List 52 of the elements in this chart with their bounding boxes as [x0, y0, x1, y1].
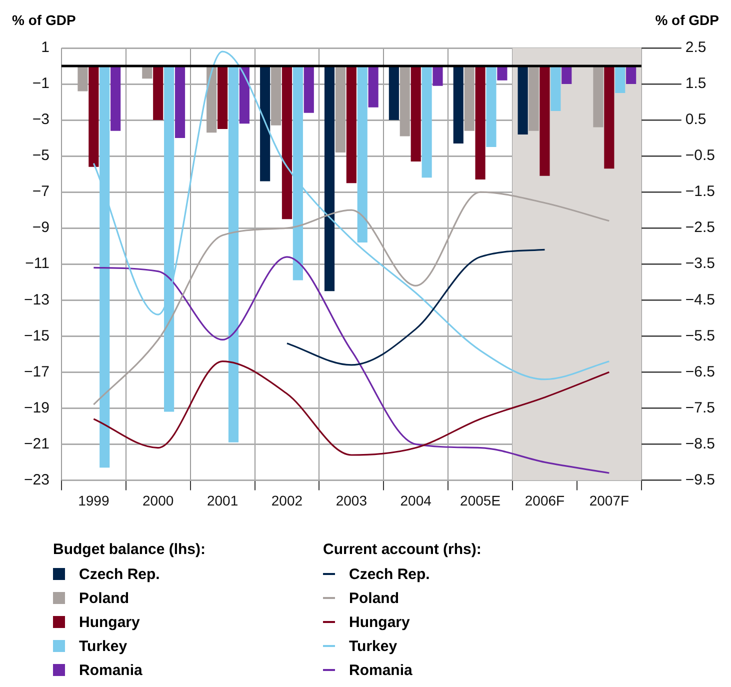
- y-tick-label: −13: [24, 291, 50, 308]
- legend-label: Romania: [79, 662, 142, 678]
- legend-label: Turkey: [349, 638, 398, 654]
- line-series: [92, 360, 610, 456]
- y2-tick-label: −2.5: [685, 219, 716, 236]
- y2-tick-label: 2.5: [685, 39, 706, 56]
- x-tick-label: 2002: [271, 492, 303, 508]
- x-tick-label: 2000: [142, 492, 174, 508]
- y2-axis-title: % of GDP: [655, 12, 719, 28]
- x-tick-label: 1999: [78, 492, 110, 508]
- y2-tick-label: −8.5: [685, 435, 716, 452]
- y-tick-label: −21: [24, 435, 50, 452]
- y-tick-label: −15: [24, 327, 50, 344]
- x-tick-label: 2001: [206, 492, 238, 508]
- y-tick-label: −9: [32, 219, 50, 236]
- y-tick-label: −17: [24, 363, 50, 380]
- y2-tick-label: −9.5: [685, 471, 716, 488]
- y-axis-title: % of GDP: [12, 12, 76, 28]
- y-tick-label: −1: [32, 75, 50, 92]
- text: Current account (rhs):: [323, 541, 482, 558]
- legend-label: Poland: [349, 590, 400, 606]
- legend-label: Poland: [79, 590, 130, 606]
- y-tick-label: −19: [24, 399, 50, 416]
- legend-title: Budget balance (lhs):: [53, 541, 207, 558]
- x-tick-label: 2005E: [460, 492, 501, 508]
- line-series: [286, 248, 546, 366]
- y2-tick-label: 0.5: [685, 111, 706, 128]
- y-tick-label: 1: [41, 39, 50, 56]
- y2-tick-label: −0.5: [685, 147, 716, 164]
- y2-tick-label: −7.5: [685, 399, 716, 416]
- y-tick-label: −11: [25, 255, 50, 272]
- y2-tick-label: −3.5: [685, 255, 716, 272]
- y2-tick-label: −1.5: [685, 183, 716, 200]
- legend-label: Hungary: [349, 614, 410, 630]
- y-tick-label: −23: [24, 471, 50, 488]
- y2-tick-label: −6.5: [685, 363, 716, 380]
- x-tick-label: 2003: [336, 492, 368, 508]
- y-tick-label: −5: [32, 147, 50, 164]
- y-tick-label: −3: [32, 111, 50, 128]
- x-tick-label: 2006F: [524, 492, 565, 508]
- legend-label: Czech Rep.: [349, 566, 430, 582]
- line-series: [92, 256, 610, 474]
- legend-label: Hungary: [79, 614, 140, 630]
- legend-label: Romania: [349, 662, 412, 678]
- legend-label: Czech Rep.: [79, 566, 160, 582]
- x-tick-label: 2007F: [589, 492, 630, 508]
- legend-label: Turkey: [79, 638, 128, 654]
- y2-tick-label: 1.5: [685, 75, 706, 92]
- x-tick-label: 2004: [400, 492, 432, 508]
- y2-tick-label: −5.5: [685, 327, 716, 344]
- y2-tick-label: −4.5: [685, 291, 716, 308]
- y-tick-label: −7: [32, 183, 50, 200]
